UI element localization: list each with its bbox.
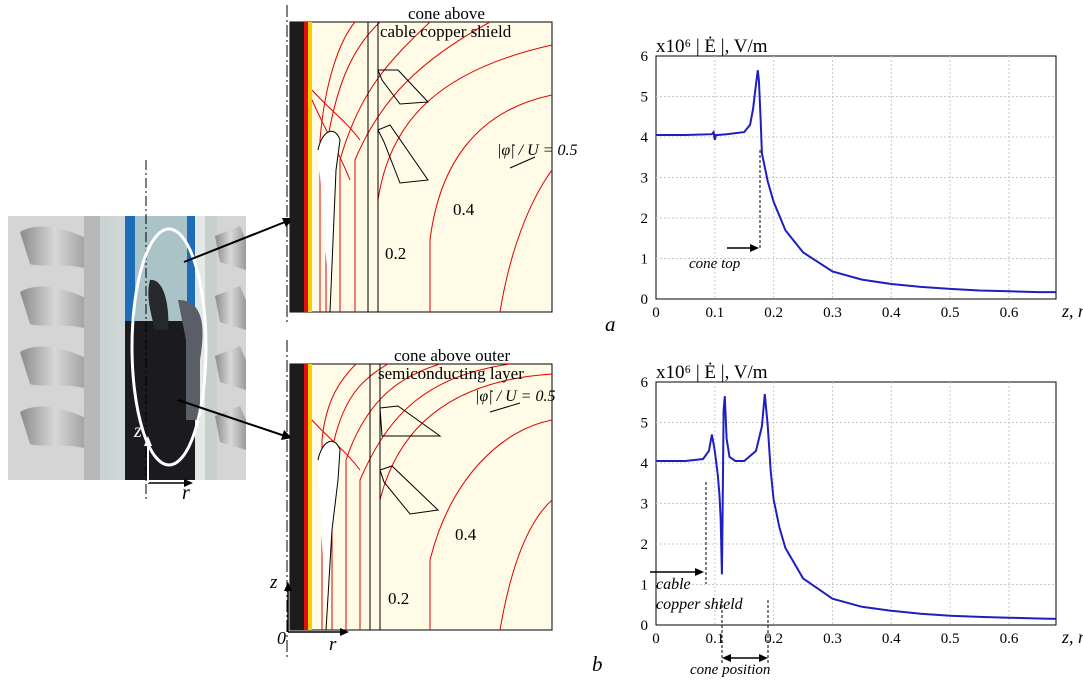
left-sheds (20, 226, 90, 450)
chart-b-annotation-cone-position: cone position (690, 662, 771, 678)
photo-axis-z-label: z (134, 420, 142, 442)
top-contour-04: 0.4 (453, 200, 475, 219)
x-tick-label: 0.4 (882, 631, 901, 647)
y-tick-label: 3 (641, 497, 649, 513)
bottom-contour-02: 0.2 (388, 589, 410, 608)
top-contour-02: 0.2 (385, 244, 407, 263)
top-plot-title-2: cable copper shield (380, 22, 512, 41)
x-tick-label: 0.6 (1000, 631, 1019, 647)
x-tick-label: 0.2 (764, 305, 783, 321)
top-phi-label: |φ̇| / U = 0.5 (497, 142, 578, 159)
field-plot-top (289, 21, 553, 313)
x-axis-label: z, m (1061, 301, 1083, 321)
bottom-phi-label: |φ̇| / U = 0.5 (475, 388, 556, 405)
x-tick-label: 0.1 (705, 631, 724, 647)
y-tick-label: 5 (641, 90, 649, 106)
y-tick-label: 0 (641, 292, 649, 308)
bottom-contour-04: 0.4 (455, 525, 477, 544)
x-tick-label: 0.3 (823, 305, 842, 321)
panel-label-b: b (592, 652, 603, 676)
top-plot-title-1: cone above (408, 4, 485, 23)
chart-a-annotation-cone-top: cone top (689, 256, 741, 272)
y-tick-label: 2 (641, 537, 649, 553)
x-axis-label: z, m (1061, 627, 1083, 647)
bottom-origin-label: 0 (277, 628, 286, 648)
photo-axis-r-label: r (182, 482, 190, 504)
y-tick-label: 4 (641, 456, 649, 472)
x-tick-label: 0.3 (823, 631, 842, 647)
y-tick-label: 1 (641, 252, 649, 268)
chart-title: x10⁶ | Ė |, V/m (656, 36, 768, 57)
series-line (656, 394, 1057, 620)
y-tick-label: 1 (641, 578, 649, 594)
x-tick-label: 0.5 (941, 305, 960, 321)
x-tick-label: 0.1 (705, 305, 724, 321)
bottom-axis-z-label: z (270, 572, 278, 593)
y-tick-label: 6 (641, 49, 649, 65)
panel-label-a: a (605, 312, 616, 336)
chart-title: x10⁶ | Ė |, V/m (656, 362, 768, 383)
chart-b-annotation-copper-shield: copper shield (656, 596, 743, 613)
right-sheds (215, 226, 246, 450)
x-tick-label: 0.5 (941, 631, 960, 647)
y-tick-label: 4 (641, 130, 649, 146)
x-tick-label: 0 (652, 631, 660, 647)
x-tick-label: 0 (652, 305, 660, 321)
y-tick-label: 2 (641, 211, 649, 227)
x-tick-label: 0.2 (764, 631, 783, 647)
bottom-plot-title-1: cone above outer (394, 346, 511, 365)
y-tick-label: 0 (641, 618, 649, 634)
y-tick-label: 6 (641, 375, 649, 391)
photo-background (8, 216, 246, 480)
chart-b-annotation-cable: cable (656, 576, 691, 593)
bottom-axis-r-label: r (329, 634, 337, 655)
y-tick-label: 3 (641, 171, 649, 187)
x-tick-label: 0.4 (882, 305, 901, 321)
bottom-plot-title-2: semiconducting layer (378, 364, 524, 383)
x-tick-label: 0.6 (1000, 305, 1019, 321)
plot-frame (655, 381, 1057, 626)
y-tick-label: 5 (641, 416, 649, 432)
